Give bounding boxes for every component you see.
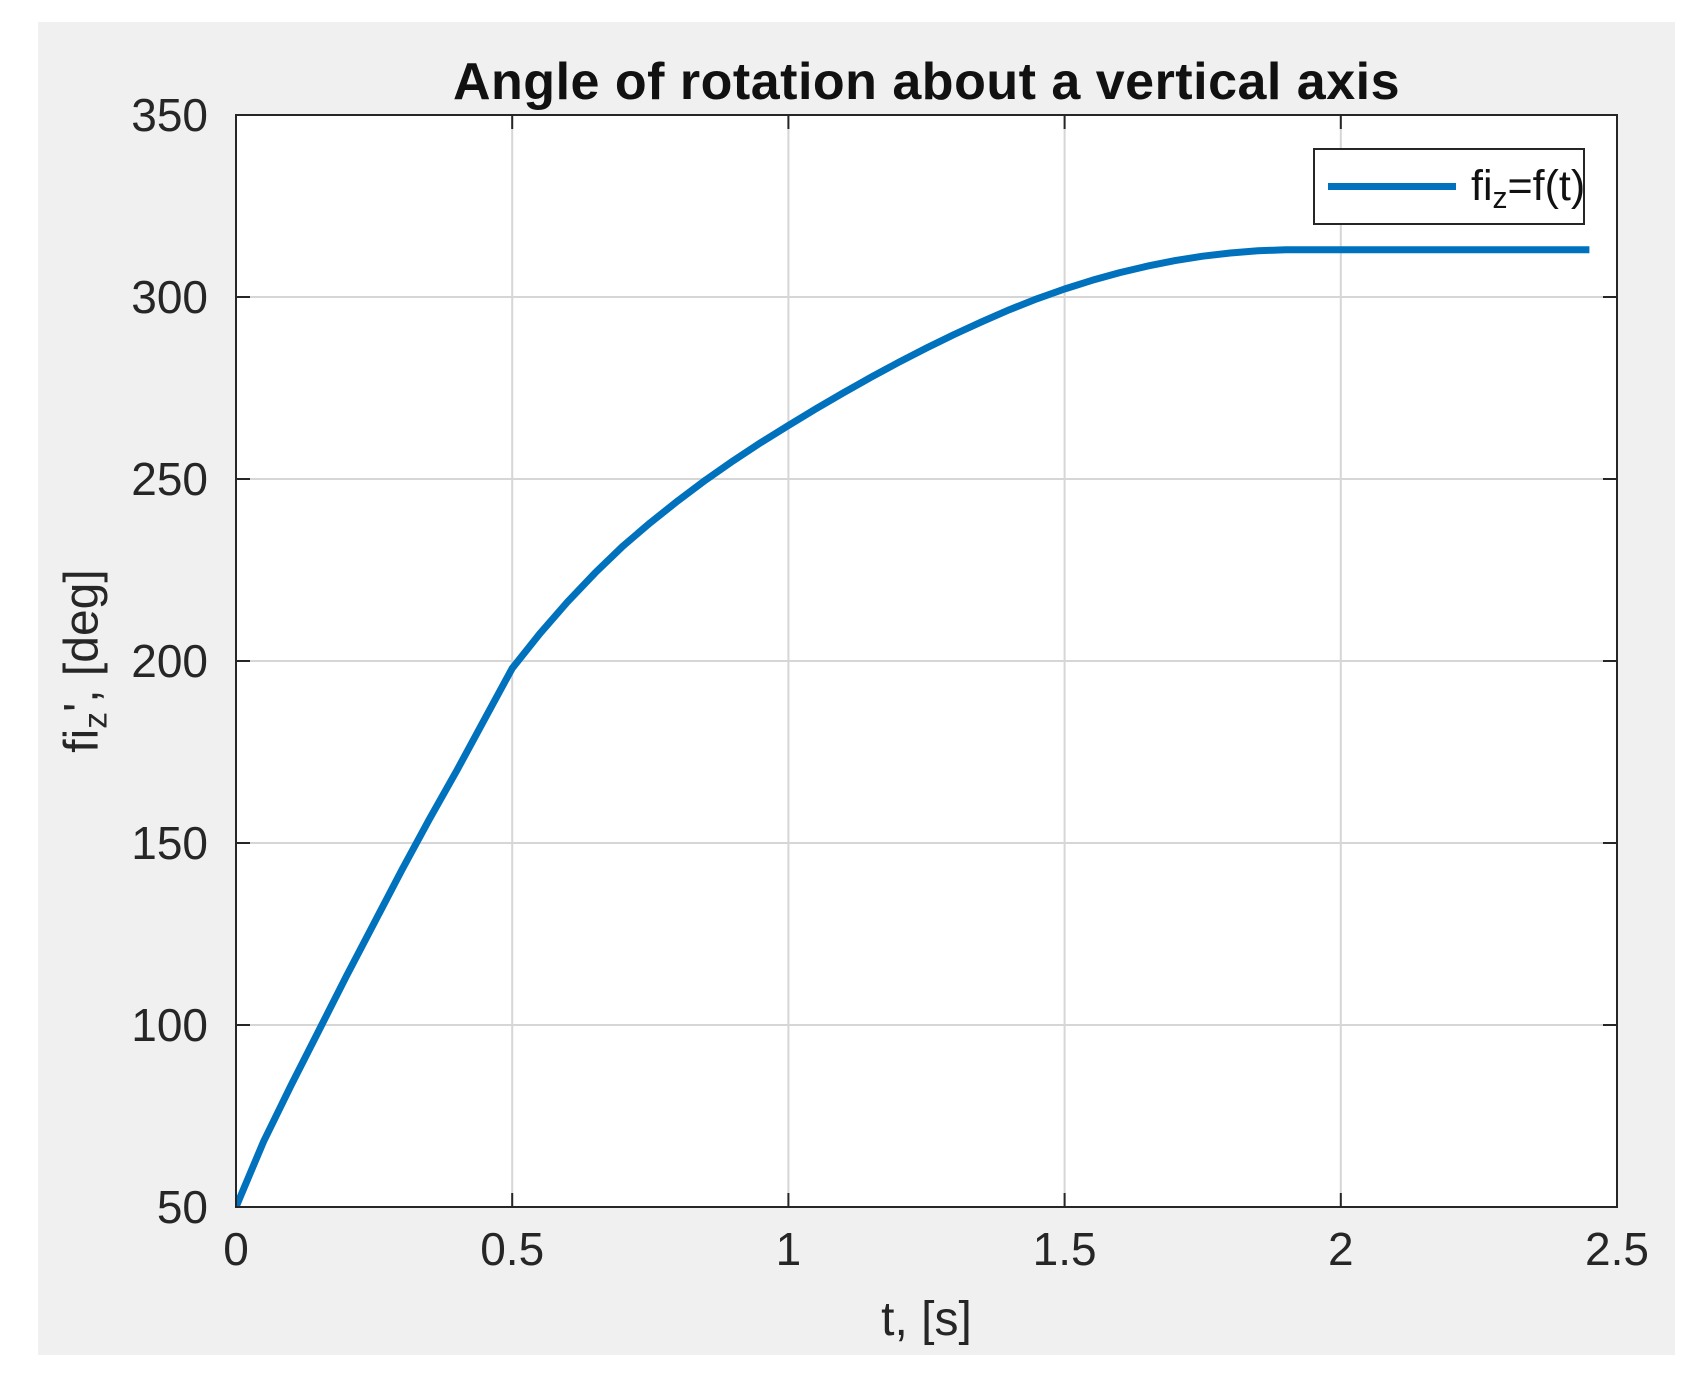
x-tick-label: 2.5 [1585, 1223, 1649, 1275]
legend-label-rest: =f(t) [1507, 162, 1586, 210]
legend: fiz=f(t) [1313, 148, 1585, 225]
x-axis-label: t, [s] [881, 1293, 972, 1346]
x-tick-label: 0 [223, 1223, 249, 1275]
y-tick-label: 300 [131, 271, 208, 323]
legend-label-subscript: z [1492, 182, 1508, 216]
legend-label-base: fi [1471, 162, 1493, 210]
y-tick-label: 200 [131, 635, 208, 687]
legend-line-sample [1328, 183, 1456, 190]
x-tick-label: 2 [1328, 1223, 1354, 1275]
y-axis-label-subscript: z [77, 711, 115, 729]
x-tick-label: 1.5 [1032, 1223, 1097, 1275]
y-axis-label-rest: ', [deg] [55, 569, 109, 712]
plot-border [235, 114, 1618, 1208]
x-tick-label: 0.5 [480, 1223, 545, 1275]
y-axis-label-base: fi [55, 728, 109, 753]
x-tick-label: 1 [775, 1223, 802, 1275]
series-lines [236, 246, 1590, 1207]
y-tick-label: 150 [131, 817, 208, 869]
y-tick-label: 250 [131, 453, 208, 505]
grid-lines [236, 115, 1617, 1207]
y-tick-label: 100 [131, 999, 208, 1051]
y-axis-label: fiz', [deg] [55, 569, 115, 753]
chart-title: Angle of rotation about a vertical axis [452, 53, 1401, 111]
y-tick-label: 350 [131, 89, 208, 141]
legend-entry-label: fiz=f(t) [1471, 162, 1586, 215]
series-line-fi-z-f-t- [236, 246, 1590, 1207]
y-tick-label: 50 [156, 1181, 208, 1233]
